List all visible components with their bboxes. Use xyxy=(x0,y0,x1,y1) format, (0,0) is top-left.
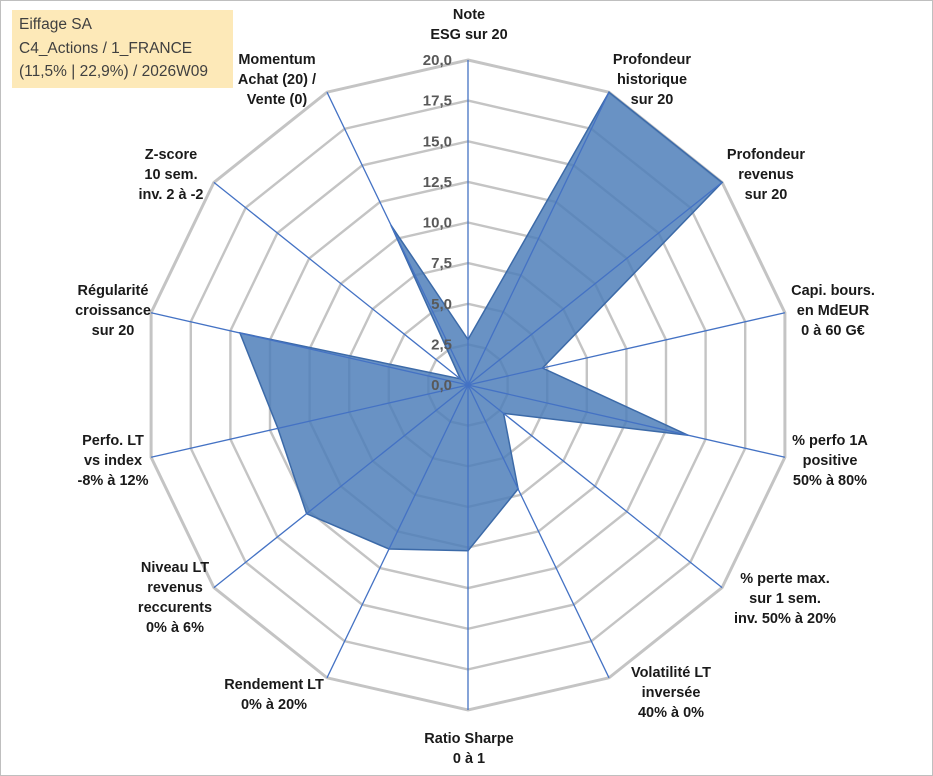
axis-label-9-line-3: 0% à 6% xyxy=(146,620,204,636)
axis-label-8: Rendement LT 0% à 20% xyxy=(224,677,324,713)
spoke-8 xyxy=(326,384,469,679)
axis-label-1-line-0: Profondeur xyxy=(613,52,691,68)
axis-label-12-line-1: 10 sem. xyxy=(144,167,197,183)
axis-label-3-line-0: Capi. bours. xyxy=(791,283,875,299)
axis-label-13: Momentum Achat (20) / Vente (0) xyxy=(238,52,316,108)
axis-label-13-line-0: Momentum xyxy=(238,52,315,68)
radar-spokes xyxy=(150,60,786,710)
axis-label-0: Note ESG sur 20 xyxy=(430,7,507,43)
axis-label-5-line-0: % perte max. xyxy=(740,571,829,587)
axis-label-2-line-0: Profondeur xyxy=(727,147,805,163)
axis-label-9-line-2: reccurents xyxy=(138,600,212,616)
axis-label-7: Ratio Sharpe 0 à 1 xyxy=(424,731,513,767)
axis-label-0-line-1: ESG sur 20 xyxy=(430,27,507,43)
axis-label-4: % perfo 1A positive 50% à 80% xyxy=(792,433,868,489)
axis-label-5-line-2: inv. 50% à 20% xyxy=(734,611,836,627)
spoke-2 xyxy=(467,181,723,386)
radar-axis-labels: Note ESG sur 20 Profondeur historique sur 20… xyxy=(75,7,875,767)
axis-label-3: Capi. bours. en MdEUR 0 à 60 G€ xyxy=(791,283,875,339)
axis-label-7-line-1: 0 à 1 xyxy=(453,751,485,767)
axis-label-10-line-1: vs index xyxy=(84,453,142,469)
tick-label-1: 2,5 xyxy=(431,336,452,353)
axis-label-9: Niveau LT revenus reccurents 0% à 6% xyxy=(138,560,212,636)
axis-label-1-line-2: sur 20 xyxy=(631,92,674,108)
tick-label-8: 20,0 xyxy=(423,52,452,69)
axis-label-4-line-0: % perfo 1A xyxy=(792,433,868,449)
spoke-13 xyxy=(326,91,469,386)
axis-label-8-line-0: Rendement LT xyxy=(224,677,324,693)
spoke-11 xyxy=(150,312,469,386)
axis-label-13-line-2: Vente (0) xyxy=(247,92,308,108)
spoke-6 xyxy=(467,384,610,679)
axis-label-0-line-0: Note xyxy=(453,7,485,23)
radar-series xyxy=(238,91,724,552)
tick-label-0: 0,0 xyxy=(431,377,452,394)
stock-info-box: Eiffage SA C4_Actions / 1_FRANCE (11,5% … xyxy=(12,10,233,88)
tick-label-7: 17,5 xyxy=(423,93,452,110)
axis-label-5: % perte max. sur 1 sem. inv. 50% à 20% xyxy=(734,571,836,627)
axis-label-11-line-0: Régularité xyxy=(78,283,149,299)
stock-name: Eiffage SA xyxy=(19,16,92,33)
axis-label-10-line-0: Perfo. LT xyxy=(82,433,144,449)
axis-label-9-line-0: Niveau LT xyxy=(141,560,209,576)
axis-label-1-line-1: historique xyxy=(617,72,687,88)
axis-label-6-line-2: 40% à 0% xyxy=(638,705,704,721)
tick-label-6: 15,0 xyxy=(423,133,452,150)
axis-label-4-line-1: positive xyxy=(803,453,858,469)
axis-label-10: Perfo. LT vs index -8% à 12% xyxy=(78,433,149,489)
spoke-1 xyxy=(467,91,610,386)
axis-label-2-line-1: revenus xyxy=(738,167,794,183)
axis-label-10-line-2: -8% à 12% xyxy=(78,473,149,489)
axis-label-2: Profondeur revenus sur 20 xyxy=(727,147,805,203)
axis-label-12: Z-score 10 sem. inv. 2 à -2 xyxy=(138,147,203,203)
radar-tick-labels: 0,0 2,5 5,0 7,5 10,0 12,5 15,0 17,5 20,0 xyxy=(423,52,452,394)
tick-label-3: 7,5 xyxy=(431,255,452,272)
series-area-0 xyxy=(238,91,724,552)
spoke-4 xyxy=(467,384,786,458)
axis-label-11-line-2: sur 20 xyxy=(92,323,135,339)
spoke-10 xyxy=(150,384,469,458)
axis-label-11: Régularité croissance sur 20 xyxy=(75,283,151,339)
spoke-12 xyxy=(213,181,469,386)
axis-label-12-line-0: Z-score xyxy=(145,147,197,163)
axis-label-7-line-0: Ratio Sharpe xyxy=(424,731,513,747)
spoke-9 xyxy=(213,384,469,589)
axis-label-12-line-2: inv. 2 à -2 xyxy=(138,187,203,203)
axis-label-2-line-2: sur 20 xyxy=(745,187,788,203)
axis-label-1: Profondeur historique sur 20 xyxy=(613,52,691,108)
axis-label-4-line-2: 50% à 80% xyxy=(793,473,867,489)
tick-label-5: 12,5 xyxy=(423,174,452,191)
axis-label-9-line-1: revenus xyxy=(147,580,203,596)
axis-label-5-line-1: sur 1 sem. xyxy=(749,591,821,607)
tick-label-4: 10,0 xyxy=(423,215,452,232)
stock-category: C4_Actions / 1_FRANCE xyxy=(19,39,193,57)
axis-label-6: Volatilité LT inversée 40% à 0% xyxy=(631,665,711,721)
stock-stats: (11,5% | 22,9%) / 2026W09 xyxy=(19,63,208,80)
axis-label-13-line-1: Achat (20) / xyxy=(238,72,316,88)
axis-label-8-line-1: 0% à 20% xyxy=(241,697,307,713)
spoke-5 xyxy=(467,384,723,589)
axis-label-6-line-1: inversée xyxy=(642,685,701,701)
axis-label-6-line-0: Volatilité LT xyxy=(631,665,711,681)
spoke-3 xyxy=(467,312,786,386)
axis-label-3-line-2: 0 à 60 G€ xyxy=(801,323,865,339)
axis-label-3-line-1: en MdEUR xyxy=(797,303,870,319)
tick-label-2: 5,0 xyxy=(431,296,452,313)
axis-label-11-line-1: croissance xyxy=(75,303,151,319)
